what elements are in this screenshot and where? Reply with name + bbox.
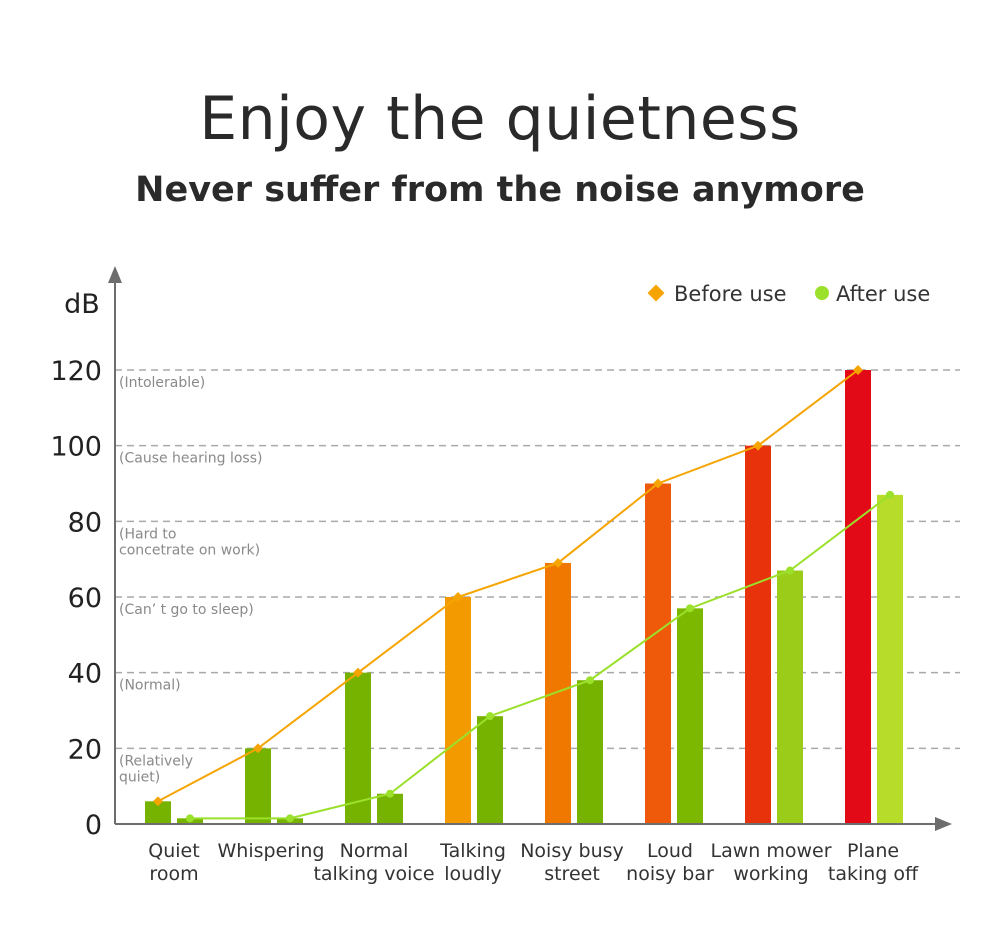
y-axis-label: dB: [64, 289, 100, 320]
bar-after-4: [577, 680, 603, 824]
annotation-label: (Hard to: [119, 526, 176, 542]
annotation-label: (Cause hearing loss): [119, 451, 262, 467]
chart-title: Enjoy the quietness: [199, 84, 801, 154]
legend-diamond-icon: [647, 284, 665, 302]
bar-before-1: [245, 748, 271, 824]
bar-after-6: [777, 570, 803, 824]
category-label-6: Lawn mower: [710, 840, 831, 862]
bar-after-7: [877, 494, 903, 824]
grid-lines: [115, 369, 960, 750]
y-axis-arrow: [108, 266, 122, 283]
level-annotations: (Intolerable) (Cause hearing loss) (Hard t…: [119, 375, 262, 785]
y-tick-80: 80: [68, 507, 102, 538]
y-tick-100: 100: [50, 432, 102, 463]
marker-after-4: [586, 676, 594, 685]
y-tick-0: 0: [85, 810, 102, 841]
marker-before-7: [853, 365, 863, 375]
category-label-1: Whispering: [218, 840, 325, 862]
annotation-label: (Can’ t go to sleep): [119, 602, 254, 618]
bar-after-2: [377, 793, 403, 824]
annotation-label: (Relatively: [119, 753, 193, 769]
annotation-label: quiet): [119, 769, 160, 785]
annotation-label: (Intolerable): [119, 375, 205, 391]
annotation-label: (Normal): [119, 678, 181, 694]
category-label-2: talking voice: [313, 863, 434, 885]
y-tick-60: 60: [68, 583, 102, 614]
series-lines: [153, 365, 894, 823]
bar-after-3: [477, 716, 503, 824]
chart-subtitle: Never suffer from the noise anymore: [135, 170, 865, 210]
y-tick-labels: 0 20 40 60 80 100 120: [50, 356, 102, 841]
marker-before-0: [153, 796, 163, 807]
annotation-label: concetrate on work): [119, 542, 260, 558]
category-label-4: street: [544, 863, 600, 885]
legend: Before use After use: [647, 282, 930, 306]
category-label-3: loudly: [444, 863, 502, 885]
marker-after-3: [486, 712, 494, 721]
legend-after-label: After use: [836, 282, 930, 306]
category-label-6: working: [733, 863, 808, 885]
line-before: [157, 369, 859, 803]
marker-before-3: [453, 592, 463, 602]
category-label-4: Noisy busy: [520, 840, 624, 862]
marker-before-6: [753, 440, 763, 451]
category-label-7: taking off: [828, 863, 919, 885]
marker-before-4: [553, 558, 563, 568]
marker-after-7: [886, 490, 894, 499]
category-label-5: noisy bar: [626, 863, 714, 885]
category-label-3: Talking: [439, 840, 506, 862]
bar-after-5: [677, 608, 703, 824]
bar-before-0: [145, 801, 171, 824]
x-axis-arrow: [935, 817, 952, 831]
bar-before-5: [645, 483, 671, 824]
marker-after-5: [686, 604, 694, 613]
marker-before-1: [253, 743, 263, 754]
marker-after-6: [786, 566, 794, 575]
marker-after-0: [186, 814, 194, 823]
bars: [145, 370, 903, 824]
y-tick-40: 40: [68, 659, 102, 690]
legend-circle-icon: [815, 286, 829, 300]
y-tick-120: 120: [50, 356, 102, 387]
marker-after-1: [286, 814, 294, 823]
marker-after-2: [386, 789, 394, 798]
marker-before-2: [353, 667, 363, 678]
category-label-5: Loud: [647, 840, 693, 862]
category-label-2: Normal: [340, 840, 409, 862]
line-after: [190, 494, 891, 820]
marker-before-5: [653, 478, 663, 489]
y-tick-20: 20: [68, 734, 102, 765]
category-label-0: Quiet: [148, 840, 199, 862]
bar-before-6: [745, 445, 771, 824]
bar-before-4: [545, 562, 571, 824]
category-label-7: Plane: [847, 840, 899, 862]
axes: dB: [64, 266, 952, 831]
category-label-0: room: [149, 863, 198, 885]
bar-before-3: [445, 597, 471, 824]
legend-before-label: Before use: [674, 282, 787, 306]
bar-before-7: [845, 370, 871, 824]
